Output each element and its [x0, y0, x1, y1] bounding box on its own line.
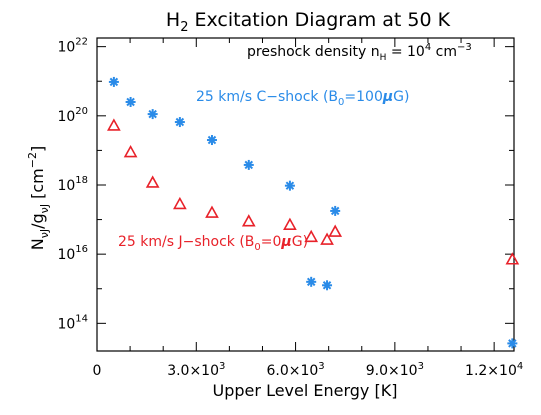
preshock-density-annotation: preshock density nH = 104 cm−3	[247, 42, 472, 63]
y-tick-label: 1022	[57, 37, 88, 56]
j-shock-point	[241, 214, 256, 227]
axis-ticks	[96, 38, 514, 351]
y-tick-label: 1020	[57, 106, 88, 125]
j-shock-point	[145, 175, 160, 188]
j-shock-point	[123, 144, 138, 158]
j-shock-point	[283, 217, 297, 230]
x-axis-label: Upper Level Energy [K]	[213, 381, 398, 400]
y-tick-label: 1016	[57, 244, 88, 263]
data-points	[107, 76, 520, 349]
x-tick-label: 6.0×103	[266, 361, 324, 379]
j-shock-point	[328, 224, 343, 237]
j-shock-point	[205, 205, 219, 218]
c-shock-point	[125, 96, 136, 107]
y-tick-labels: 1014 1016 1018 1020 1022	[57, 37, 88, 333]
j-shock-point	[320, 232, 334, 245]
y-axis-label: NνJ/gνJ [cm−2]	[26, 146, 51, 250]
j-shock-series-label: 25 km/s J−shock (B0=0μG)	[118, 234, 308, 253]
x-tick-label: 9.0×103	[366, 361, 424, 379]
y-tick-label: 1014	[57, 313, 88, 332]
c-shock-series-label: 25 km/s C−shock (B0=100μG)	[196, 89, 409, 108]
x-tick-labels: 0 3.0×103 6.0×103 9.0×103 1.2×104	[93, 361, 524, 379]
x-tick-label: 1.2×104	[465, 361, 523, 379]
j-shock-point	[107, 118, 121, 131]
plot-frame	[96, 37, 515, 352]
c-shock-point	[306, 276, 317, 287]
c-shock-point	[174, 117, 185, 128]
c-shock-point	[147, 109, 158, 120]
c-shock-point	[206, 135, 217, 146]
c-shock-point	[243, 159, 254, 170]
c-shock-point	[322, 280, 333, 291]
c-shock-point	[507, 338, 518, 349]
j-shock-point	[304, 229, 319, 243]
x-tick-label: 3.0×103	[167, 361, 225, 379]
x-tick-label: 0	[93, 363, 102, 379]
c-shock-point	[330, 205, 341, 216]
chart-title: H2 Excitation Diagram at 50 K	[166, 9, 451, 35]
y-tick-label: 1018	[57, 175, 88, 194]
j-shock-point	[173, 196, 187, 210]
c-shock-point	[284, 180, 295, 191]
j-shock-point	[505, 252, 520, 265]
c-shock-point	[108, 76, 119, 87]
